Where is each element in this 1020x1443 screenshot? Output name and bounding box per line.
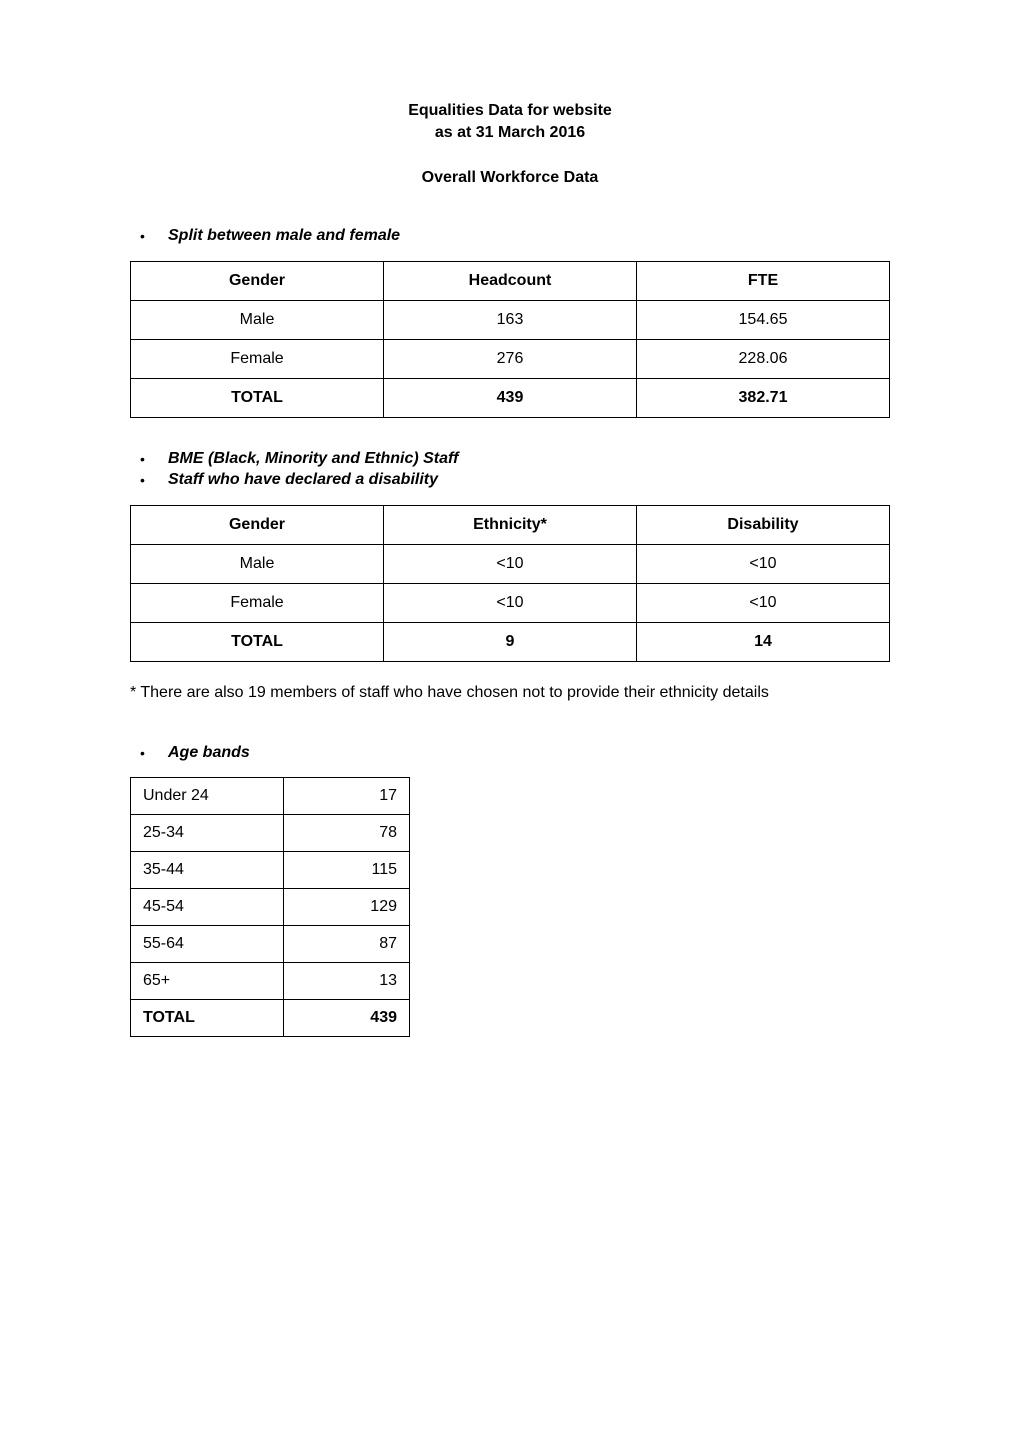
cell-total-label: TOTAL [131, 378, 384, 417]
bullet-bme-label: BME (Black, Minority and Ethnic) Staff [168, 450, 458, 468]
cell-total-count: 439 [284, 1000, 410, 1037]
table-header-row: Gender Ethnicity* Disability [131, 505, 890, 544]
table-row: Male 163 154.65 [131, 300, 890, 339]
cell-age-count: 87 [284, 926, 410, 963]
table-row: Under 24 17 [131, 778, 410, 815]
table-row: 55-64 87 [131, 926, 410, 963]
cell-total-label: TOTAL [131, 622, 384, 661]
table-row: Female <10 <10 [131, 583, 890, 622]
col-ethnicity: Ethnicity* [384, 505, 637, 544]
col-gender: Gender [131, 505, 384, 544]
bullet-disability-label: Staff who have declared a disability [168, 471, 438, 489]
subtitle: Overall Workforce Data [130, 169, 890, 187]
title-line-1: Equalities Data for website [130, 100, 890, 122]
table-total-row: TOTAL 439 [131, 1000, 410, 1037]
cell-gender: Female [131, 339, 384, 378]
title-line-2: as at 31 March 2016 [130, 122, 890, 144]
cell-age-band: 65+ [131, 963, 284, 1000]
table-row: 45-54 129 [131, 889, 410, 926]
cell-age-band: 45-54 [131, 889, 284, 926]
bullet-gender-split: • Split between male and female [130, 227, 890, 247]
age-table: Under 24 17 25-34 78 35-44 115 45-54 129… [130, 777, 410, 1037]
cell-total-headcount: 439 [384, 378, 637, 417]
table-row: 25-34 78 [131, 815, 410, 852]
cell-age-count: 17 [284, 778, 410, 815]
table-total-row: TOTAL 9 14 [131, 622, 890, 661]
cell-gender: Male [131, 544, 384, 583]
cell-total-fte: 382.71 [637, 378, 890, 417]
cell-disability: <10 [637, 544, 890, 583]
cell-age-count: 115 [284, 852, 410, 889]
cell-age-band: Under 24 [131, 778, 284, 815]
cell-ethnicity: <10 [384, 583, 637, 622]
cell-age-band: 35-44 [131, 852, 284, 889]
cell-age-count: 78 [284, 815, 410, 852]
col-gender: Gender [131, 261, 384, 300]
gender-table: Gender Headcount FTE Male 163 154.65 Fem… [130, 261, 890, 418]
cell-headcount: 276 [384, 339, 637, 378]
cell-headcount: 163 [384, 300, 637, 339]
cell-gender: Male [131, 300, 384, 339]
table-row: 35-44 115 [131, 852, 410, 889]
cell-age-count: 13 [284, 963, 410, 1000]
cell-ethnicity: <10 [384, 544, 637, 583]
table-header-row: Gender Headcount FTE [131, 261, 890, 300]
cell-gender: Female [131, 583, 384, 622]
bullet-bme: • BME (Black, Minority and Ethnic) Staff [130, 450, 890, 470]
bullet-gender-split-label: Split between male and female [168, 227, 400, 245]
title-block: Equalities Data for website as at 31 Mar… [130, 100, 890, 143]
bullet-dot-icon: • [140, 471, 168, 491]
cell-total-ethnicity: 9 [384, 622, 637, 661]
bullet-disability: • Staff who have declared a disability [130, 471, 890, 491]
bullet-dot-icon: • [140, 227, 168, 247]
col-disability: Disability [637, 505, 890, 544]
cell-total-disability: 14 [637, 622, 890, 661]
cell-total-label: TOTAL [131, 1000, 284, 1037]
bullet-age: • Age bands [130, 744, 890, 764]
table-row: Female 276 228.06 [131, 339, 890, 378]
table-row: 65+ 13 [131, 963, 410, 1000]
page-container: Equalities Data for website as at 31 Mar… [0, 0, 1020, 1443]
cell-fte: 154.65 [637, 300, 890, 339]
cell-fte: 228.06 [637, 339, 890, 378]
bullet-age-label: Age bands [168, 744, 250, 762]
col-headcount: Headcount [384, 261, 637, 300]
table-total-row: TOTAL 439 382.71 [131, 378, 890, 417]
bullet-dot-icon: • [140, 744, 168, 764]
cell-age-count: 129 [284, 889, 410, 926]
bullet-dot-icon: • [140, 450, 168, 470]
cell-age-band: 25-34 [131, 815, 284, 852]
cell-disability: <10 [637, 583, 890, 622]
ethnicity-footnote: * There are also 19 members of staff who… [130, 682, 890, 704]
col-fte: FTE [637, 261, 890, 300]
cell-age-band: 55-64 [131, 926, 284, 963]
ethnicity-disability-table: Gender Ethnicity* Disability Male <10 <1… [130, 505, 890, 662]
table-row: Male <10 <10 [131, 544, 890, 583]
